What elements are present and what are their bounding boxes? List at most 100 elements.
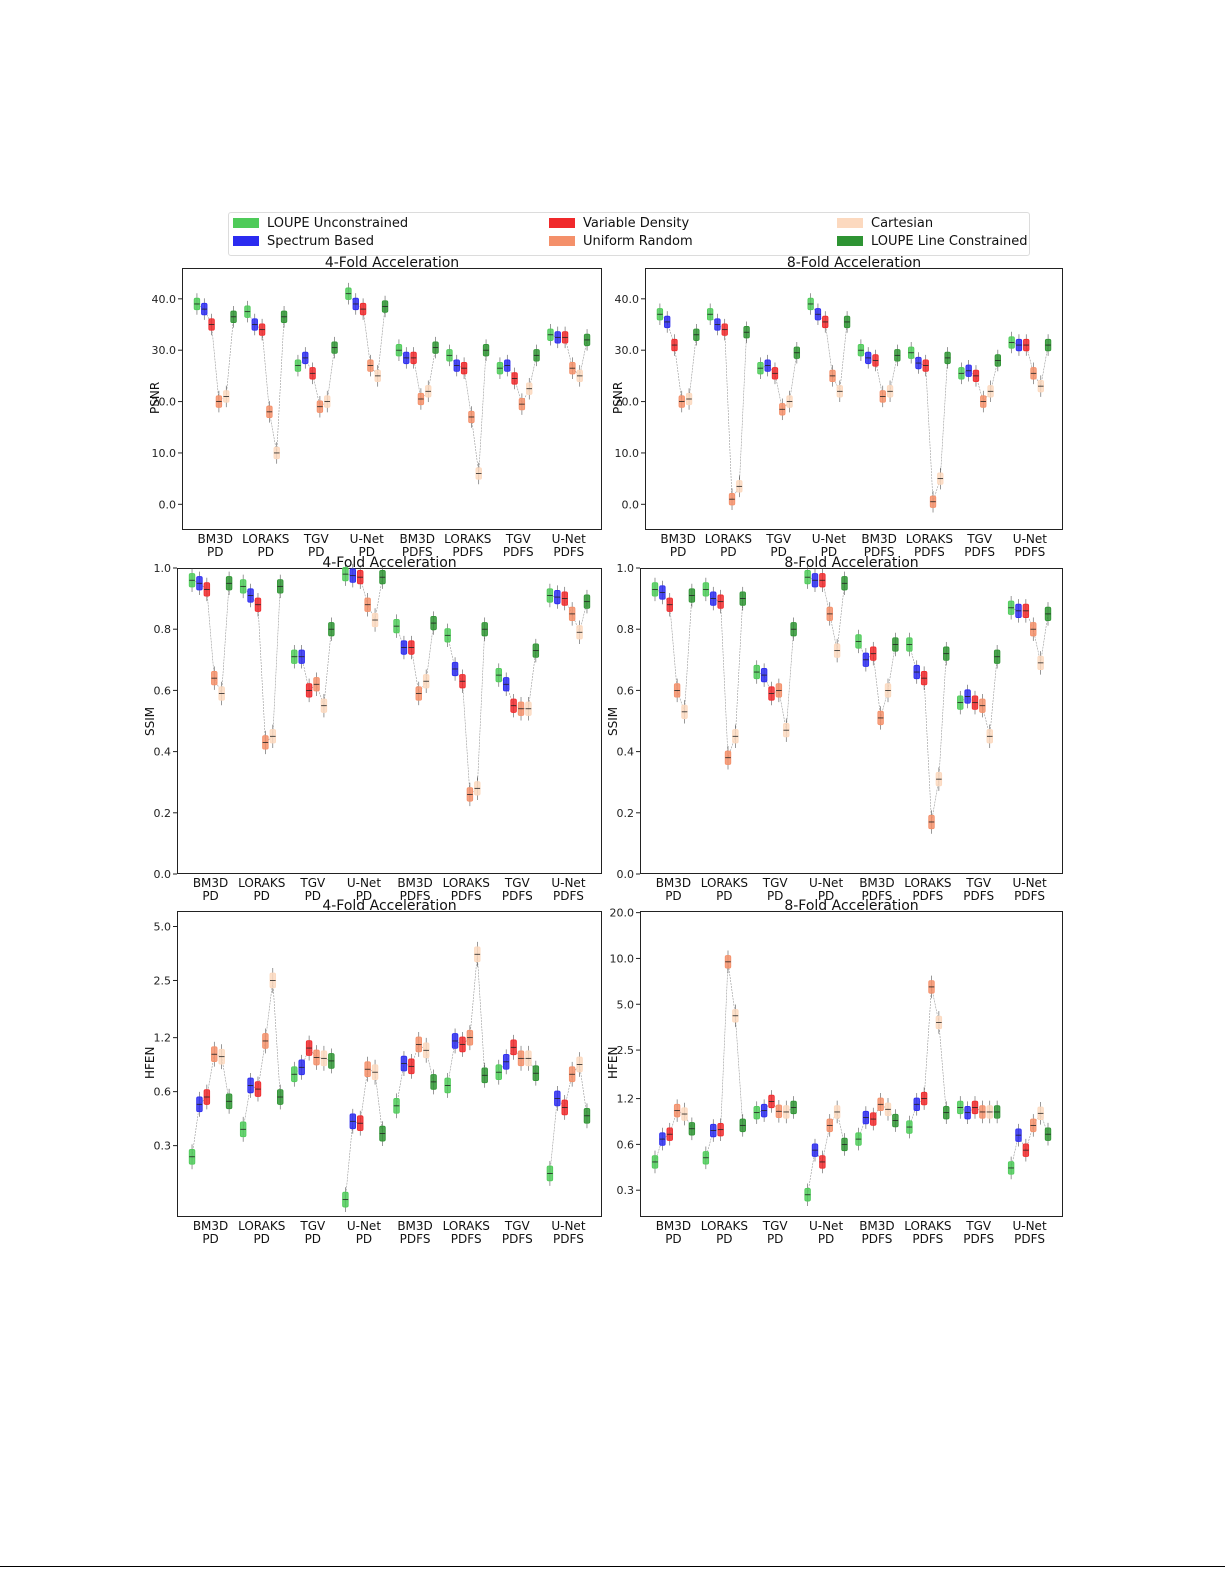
y-tick-label: 0.4 <box>617 746 635 759</box>
x-tick-label: PD <box>716 889 732 903</box>
x-tick-label: PD <box>770 545 786 559</box>
x-tick-label: LORAKS <box>904 1219 951 1233</box>
x-tick-label: BM3D <box>193 876 228 890</box>
y-tick-label: 0.8 <box>154 623 172 636</box>
x-tick-label: PDFS <box>963 1232 994 1246</box>
y-tick-label: 10.0 <box>152 447 177 460</box>
chart-panel-ssim-4fold: 4-Fold Acceleration SSIM 0.0 0.2 0.4 0.6 0.8 1.… <box>143 555 602 903</box>
chart-panel-hfen-4fold: 4-Fold Acceleration HFEN 0.3 0.6 1.2 2.5 5.0 BM… <box>143 898 602 1246</box>
legend-swatch <box>233 235 259 246</box>
x-tick-label: PD <box>253 889 269 903</box>
x-tick-label: PDFS <box>1014 889 1045 903</box>
x-tick-label: PD <box>253 1232 269 1246</box>
x-tick-label: LORAKS <box>242 532 289 546</box>
y-tick-label: 0.0 <box>622 498 640 511</box>
chart-svg: 0.010.020.030.040.0BM3DPDLORAKSPDTGVPDU-… <box>152 268 602 559</box>
y-tick-label: 0.4 <box>154 746 172 759</box>
x-tick-label: PD <box>305 1232 321 1246</box>
legend-item-cartesian: Cartesian <box>837 215 933 233</box>
x-tick-label: PD <box>818 889 834 903</box>
x-tick-label: PDFS <box>503 545 534 559</box>
chart-title: 8-Fold Acceleration <box>786 255 922 271</box>
legend-swatch <box>837 235 863 246</box>
y-tick-label: 0.0 <box>154 868 172 881</box>
x-tick-label: PD <box>767 889 783 903</box>
legend-item-loupe-line-constrained: LOUPE Line Constrained <box>837 233 1028 251</box>
x-tick-label: LORAKS <box>904 876 951 890</box>
legend-swatch <box>837 217 863 228</box>
x-tick-label: BM3D <box>400 532 435 546</box>
x-tick-label: PD <box>308 545 324 559</box>
legend-label: Variable Density <box>583 216 690 231</box>
x-tick-label: TGV <box>504 876 531 890</box>
y-axis-label: PSNR <box>611 381 625 414</box>
y-tick-label: 2.5 <box>617 1044 635 1057</box>
y-axis-label: SSIM <box>143 706 157 736</box>
y-tick-label: 0.0 <box>617 868 635 881</box>
x-tick-label: PDFS <box>553 545 584 559</box>
x-tick-label: BM3D <box>660 532 695 546</box>
y-tick-label: 30.0 <box>615 344 640 357</box>
y-tick-label: 1.2 <box>154 1032 172 1045</box>
x-tick-label: LORAKS <box>705 532 752 546</box>
x-tick-label: PDFS <box>912 889 943 903</box>
chart-title: 4-Fold Acceleration <box>322 555 457 571</box>
median-connector <box>247 311 285 453</box>
x-tick-label: U-Net <box>1012 876 1046 890</box>
x-tick-label: PDFS <box>400 1232 431 1246</box>
x-tick-label: LORAKS <box>444 532 491 546</box>
x-tick-label: U-Net <box>350 532 384 546</box>
x-tick-label: PD <box>818 1232 834 1246</box>
median-connector <box>297 347 335 408</box>
plot-frame <box>177 568 602 874</box>
x-tick-label: TGV <box>965 1219 992 1233</box>
chart-svg: 0.00.20.40.60.81.0BM3DPDLORAKSPDTGVPDU-N… <box>154 562 602 903</box>
page-bottom-rule <box>0 1566 1225 1567</box>
median-connector <box>191 1053 230 1157</box>
median-connector <box>345 1068 383 1200</box>
chart-legend: LOUPE Unconstrained Variable Density Car… <box>228 212 1030 256</box>
x-tick-label: PDFS <box>502 1232 533 1246</box>
y-tick-label: 0.2 <box>617 807 635 820</box>
x-tick-label: BM3D <box>193 1219 228 1233</box>
x-tick-label: LORAKS <box>443 1219 490 1233</box>
y-tick-label: 0.3 <box>154 1140 172 1153</box>
x-tick-label: PD <box>202 889 218 903</box>
plot-frame <box>640 911 1063 1217</box>
median-connector <box>242 980 281 1130</box>
median-connector <box>191 579 230 695</box>
median-connector <box>294 629 332 706</box>
y-tick-label: 5.0 <box>154 920 172 933</box>
chart-panel-psnr-8fold: 8-Fold Acceleration PSNR 0.0 10.0 20.0 30.0 40… <box>611 255 1063 559</box>
y-tick-label: 1.2 <box>617 1093 635 1106</box>
x-tick-label: PDFS <box>862 889 893 903</box>
y-axis-label: HFEN <box>143 1046 157 1079</box>
x-tick-label: BM3D <box>656 876 691 890</box>
y-tick-label: 40.0 <box>615 293 640 306</box>
legend-swatch <box>549 217 575 228</box>
chart-svg: 0.30.61.22.55.010.020.0BM3DPDLORAKSPDTGV… <box>610 907 1063 1246</box>
x-tick-label: PDFS <box>864 545 895 559</box>
x-tick-label: PD <box>356 1232 372 1246</box>
median-connector <box>909 644 947 823</box>
x-tick-label: TGV <box>299 876 326 890</box>
legend-label: LOUPE Line Constrained <box>871 234 1028 249</box>
y-tick-label: 30.0 <box>152 344 177 357</box>
x-tick-label: BM3D <box>859 876 894 890</box>
x-tick-label: TGV <box>765 532 792 546</box>
x-tick-label: PDFS <box>1014 1232 1045 1246</box>
y-tick-label: 10.0 <box>610 952 635 965</box>
x-tick-label: U-Net <box>347 876 381 890</box>
legend-item-loupe-unconstrained: LOUPE Unconstrained <box>233 215 408 233</box>
y-tick-label: 40.0 <box>152 293 177 306</box>
x-tick-label: PDFS <box>553 1232 584 1246</box>
x-tick-label: U-Net <box>1012 1219 1046 1233</box>
x-tick-label: PD <box>356 889 372 903</box>
x-tick-label: LORAKS <box>701 876 748 890</box>
x-tick-label: BM3D <box>656 1219 691 1233</box>
median-connector <box>659 314 697 402</box>
y-tick-label: 0.6 <box>154 1086 172 1099</box>
y-axis-label: PSNR <box>148 381 162 414</box>
x-tick-label: PDFS <box>963 889 994 903</box>
y-tick-label: 0.8 <box>617 623 635 636</box>
